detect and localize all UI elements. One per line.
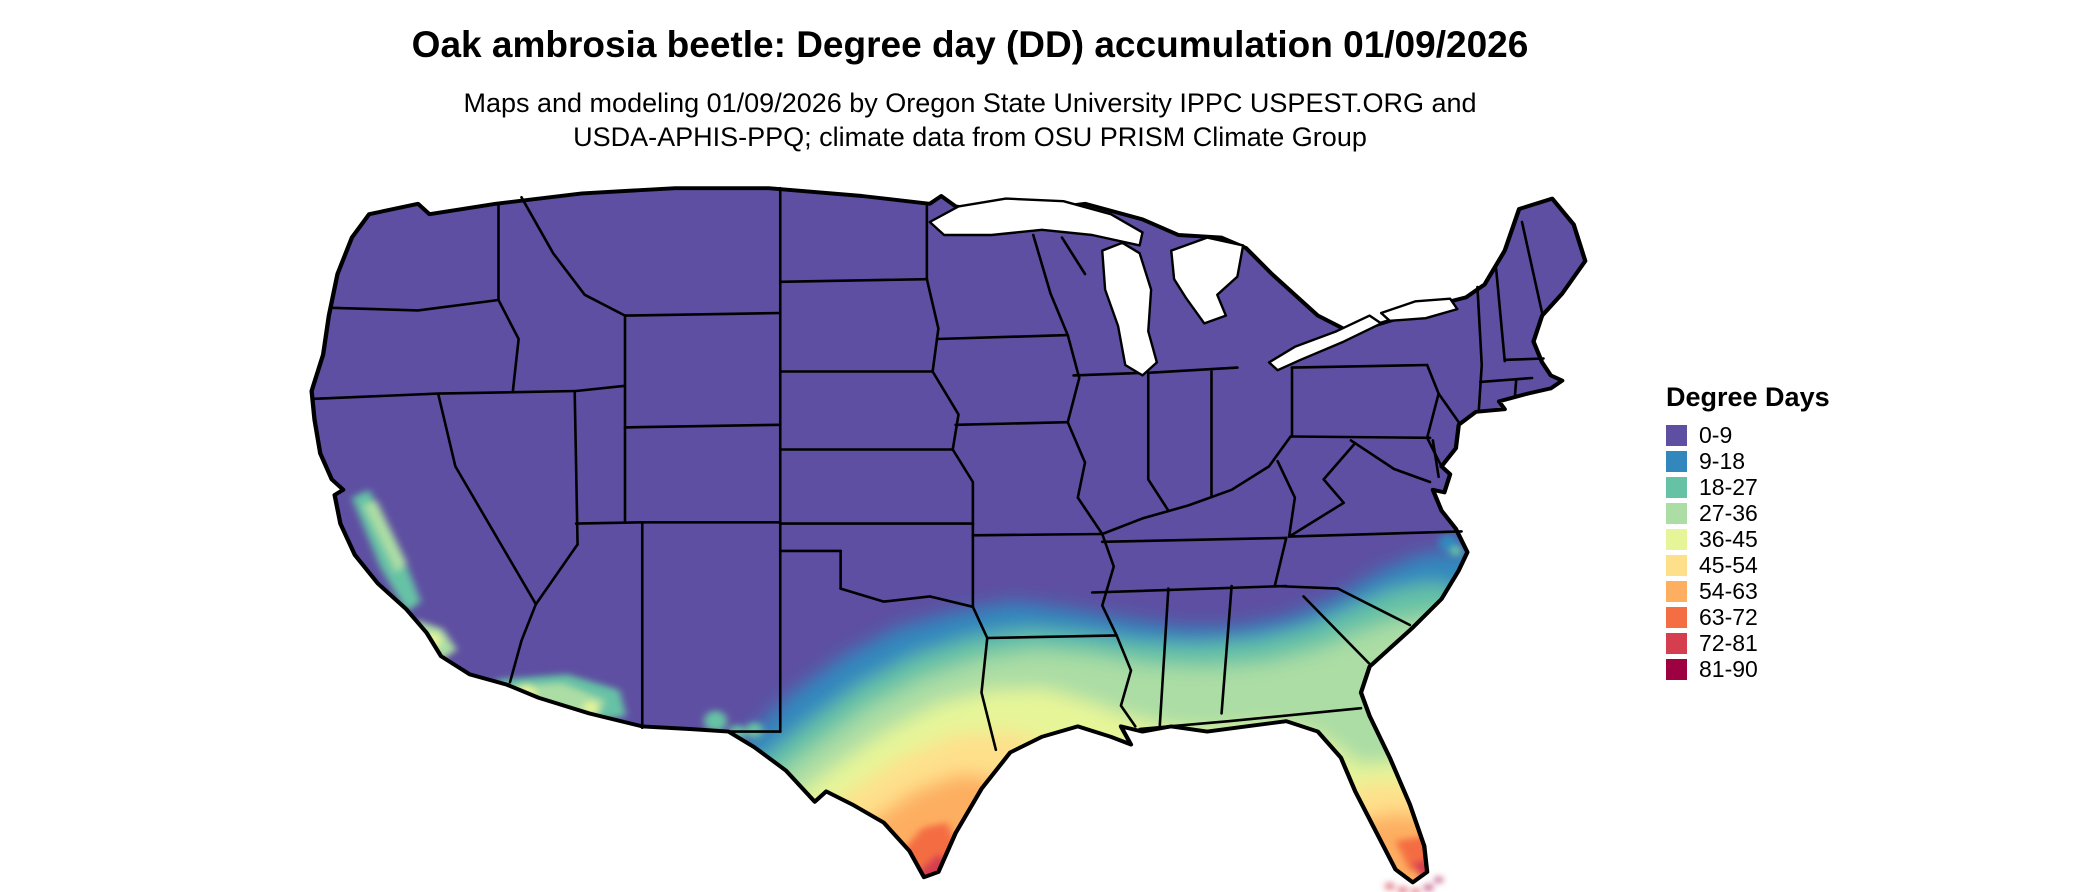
legend-swatch bbox=[1666, 503, 1687, 524]
legend-swatch bbox=[1666, 581, 1687, 602]
legend-swatch bbox=[1666, 529, 1687, 550]
legend-swatch bbox=[1666, 477, 1687, 498]
lake-erie bbox=[1269, 316, 1381, 371]
subtitle-line-2: USDA-APHIS-PPQ; climate data from OSU PR… bbox=[573, 122, 1367, 152]
florida-keys-dots bbox=[1386, 876, 1442, 892]
legend-row: 54-63 bbox=[1666, 578, 1830, 604]
state-borders bbox=[315, 188, 1544, 750]
legend-label: 27-36 bbox=[1699, 500, 1758, 526]
legend-label: 36-45 bbox=[1699, 526, 1758, 552]
legend-row: 45-54 bbox=[1666, 552, 1830, 578]
map-svg bbox=[280, 170, 1660, 892]
legend-row: 0-9 bbox=[1666, 422, 1830, 448]
legend-row: 72-81 bbox=[1666, 630, 1830, 656]
legend-swatch bbox=[1666, 555, 1687, 576]
legend: Degree Days 0-9 9-18 18-27 27-36 36-45 45-54 5… bbox=[1666, 382, 1830, 685]
figure-subtitle: Maps and modeling 01/09/2026 by Oregon S… bbox=[0, 86, 1940, 154]
great-lakes bbox=[930, 199, 1458, 376]
legend-row: 81-90 bbox=[1666, 656, 1830, 682]
legend-swatch bbox=[1666, 659, 1687, 680]
page-title: Oak ambrosia beetle: Degree day (DD) acc… bbox=[411, 24, 1529, 65]
western-warm-patches bbox=[351, 489, 1462, 741]
hot-spots bbox=[895, 822, 1446, 883]
legend-row: 9-18 bbox=[1666, 448, 1830, 474]
lake-huron bbox=[1171, 238, 1243, 324]
legend-label: 54-63 bbox=[1699, 578, 1758, 604]
legend-label: 0-9 bbox=[1699, 422, 1733, 448]
legend-label: 9-18 bbox=[1699, 448, 1746, 474]
legend-row: 18-27 bbox=[1666, 474, 1830, 500]
legend-swatch bbox=[1666, 425, 1687, 446]
lake-ontario bbox=[1381, 299, 1457, 321]
legend-label: 63-72 bbox=[1699, 604, 1758, 630]
legend-title: Degree Days bbox=[1666, 382, 1830, 412]
lake-superior bbox=[930, 199, 1143, 246]
legend-entries: 0-9 9-18 18-27 27-36 36-45 45-54 54-63 63-72 72-… bbox=[1666, 422, 1830, 682]
legend-swatch bbox=[1666, 607, 1687, 628]
us-degree-day-map bbox=[280, 170, 1660, 892]
legend-swatch bbox=[1666, 633, 1687, 654]
lake-michigan bbox=[1102, 243, 1157, 376]
legend-label: 45-54 bbox=[1699, 552, 1758, 578]
legend-row: 27-36 bbox=[1666, 500, 1830, 526]
legend-label: 18-27 bbox=[1699, 474, 1758, 500]
legend-label: 81-90 bbox=[1699, 656, 1758, 682]
legend-label: 72-81 bbox=[1699, 630, 1758, 656]
legend-row: 63-72 bbox=[1666, 604, 1830, 630]
legend-row: 36-45 bbox=[1666, 526, 1830, 552]
subtitle-line-1: Maps and modeling 01/09/2026 by Oregon S… bbox=[463, 88, 1477, 118]
legend-swatch bbox=[1666, 451, 1687, 472]
